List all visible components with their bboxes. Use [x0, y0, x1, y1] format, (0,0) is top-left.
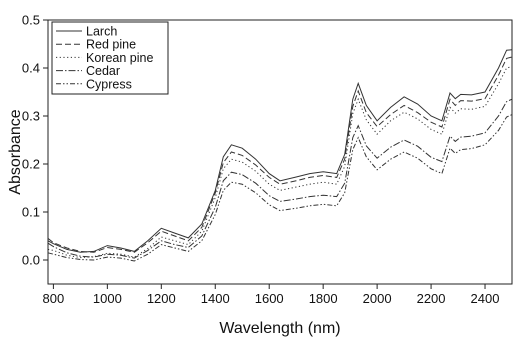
plot-area: [47, 19, 513, 285]
x-tick-label: 800: [43, 291, 65, 306]
legend-label: Korean pine: [86, 51, 153, 65]
x-tick-label: 2000: [363, 291, 392, 306]
x-tick-label: 1000: [93, 291, 122, 306]
series-line-larch: [47, 49, 513, 253]
series-line-cedar: [47, 98, 513, 259]
x-tick-label: 2200: [417, 291, 446, 306]
y-tick-label: 0.4: [22, 61, 40, 76]
y-axis-title: Absorbance: [7, 109, 24, 194]
legend-box: [51, 21, 169, 95]
x-tick-label: 1600: [255, 291, 284, 306]
series-line-red-pine: [47, 56, 513, 253]
x-axis-title: Wavelength (nm): [219, 320, 340, 337]
x-axis: 800 1000 1200 1400 1600 1800 2000 2200 2400: [43, 284, 500, 306]
y-tick-label: 0.0: [22, 253, 40, 268]
y-tick-label: 0.2: [22, 157, 40, 172]
series-layer: [47, 49, 513, 262]
x-tick-label: 1800: [309, 291, 338, 306]
series-line-korean-pine: [47, 66, 513, 259]
y-tick-label: 0.3: [22, 109, 40, 124]
y-tick-label: 0.1: [22, 205, 40, 220]
legend-label: Cypress: [86, 77, 132, 91]
y-tick-label: 0.5: [22, 13, 40, 28]
y-axis: 0.0 0.1 0.2 0.3 0.4 0.5: [22, 13, 48, 268]
series-line-cypress: [47, 114, 513, 262]
legend-label: Larch: [86, 25, 117, 39]
x-tick-label: 2400: [471, 291, 500, 306]
legend-label: Cedar: [86, 64, 120, 78]
x-tick-label: 1200: [147, 291, 176, 306]
x-tick-label: 1400: [201, 291, 230, 306]
legend-label: Red pine: [86, 38, 136, 52]
plot-frame: [47, 19, 513, 285]
